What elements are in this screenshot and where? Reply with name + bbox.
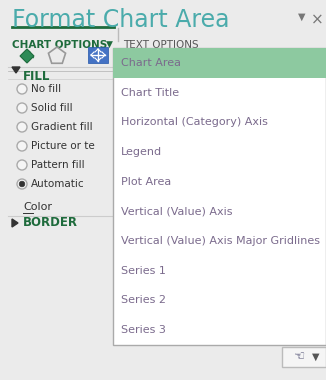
Polygon shape bbox=[12, 67, 20, 73]
Circle shape bbox=[17, 141, 27, 151]
Text: Vertical (Value) Axis: Vertical (Value) Axis bbox=[121, 206, 232, 216]
Text: Gradient fill: Gradient fill bbox=[31, 122, 93, 132]
Text: Automatic: Automatic bbox=[31, 179, 85, 189]
Polygon shape bbox=[12, 219, 18, 227]
Text: TEXT OPTIONS: TEXT OPTIONS bbox=[123, 40, 199, 50]
Circle shape bbox=[17, 103, 27, 113]
Text: Pattern fill: Pattern fill bbox=[31, 160, 85, 170]
Text: ☜: ☜ bbox=[294, 350, 305, 364]
Circle shape bbox=[17, 122, 27, 132]
Text: Legend: Legend bbox=[121, 147, 162, 157]
Text: Chart Area: Chart Area bbox=[121, 58, 181, 68]
Text: Horizontal (Category) Axis: Horizontal (Category) Axis bbox=[121, 117, 268, 127]
Bar bbox=[113, 48, 326, 78]
Text: Color: Color bbox=[23, 202, 52, 212]
Bar bbox=[88, 47, 108, 63]
Text: ×: × bbox=[311, 12, 324, 27]
Text: Format Chart Area: Format Chart Area bbox=[12, 8, 230, 32]
Text: Chart Title: Chart Title bbox=[121, 87, 179, 98]
Text: Picture or te: Picture or te bbox=[31, 141, 95, 151]
Text: FILL: FILL bbox=[23, 70, 51, 83]
Text: ▼: ▼ bbox=[312, 352, 319, 362]
Circle shape bbox=[17, 160, 27, 170]
Text: Series 3: Series 3 bbox=[121, 325, 166, 335]
Circle shape bbox=[19, 181, 25, 187]
Circle shape bbox=[17, 179, 27, 189]
Text: Solid fill: Solid fill bbox=[31, 103, 73, 113]
Text: BORDER: BORDER bbox=[23, 215, 78, 228]
Text: Series 2: Series 2 bbox=[121, 296, 166, 306]
Text: Plot Area: Plot Area bbox=[121, 177, 171, 187]
Circle shape bbox=[17, 84, 27, 94]
Bar bbox=[113, 48, 326, 345]
Text: ▼: ▼ bbox=[106, 40, 113, 49]
Text: ▼: ▼ bbox=[298, 12, 305, 22]
Text: CHART OPTIONS: CHART OPTIONS bbox=[12, 40, 107, 50]
Text: No fill: No fill bbox=[31, 84, 61, 94]
Polygon shape bbox=[20, 49, 34, 63]
Text: Series 1: Series 1 bbox=[121, 266, 166, 276]
Text: Vertical (Value) Axis Major Gridlines: Vertical (Value) Axis Major Gridlines bbox=[121, 236, 320, 246]
Bar bbox=[282, 347, 326, 367]
